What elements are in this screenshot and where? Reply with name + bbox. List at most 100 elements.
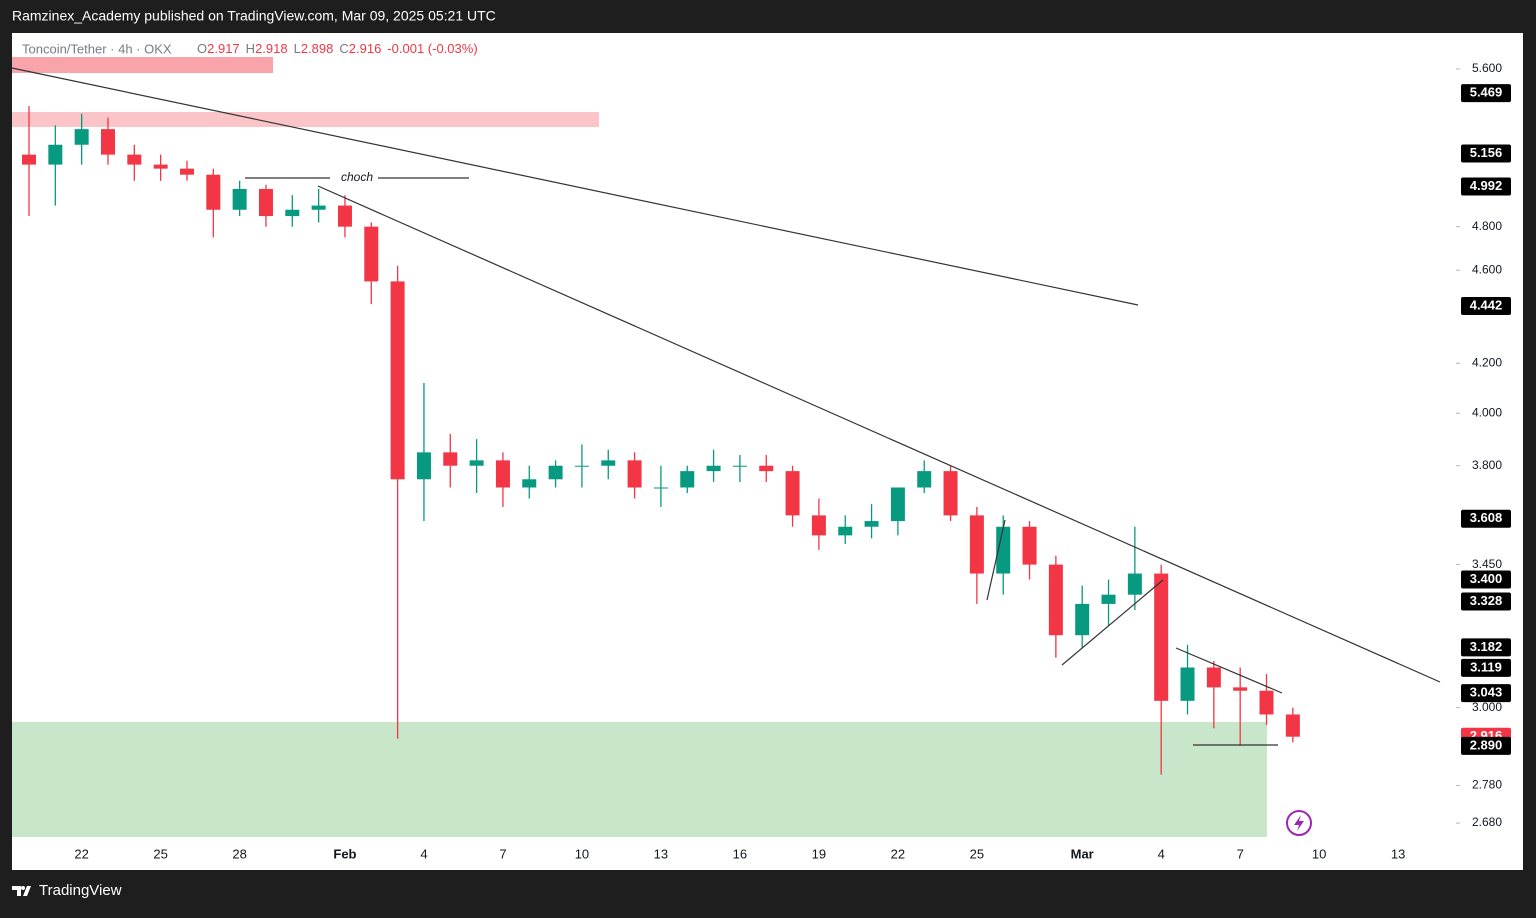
candle-body (74, 129, 89, 145)
trend-line (11, 67, 1139, 306)
x-tick-label: 4 (1158, 846, 1165, 861)
trend-line (986, 519, 1006, 601)
candle-body (153, 164, 168, 169)
y-tick-label: 5.600 (1472, 61, 1502, 75)
candle-body (969, 515, 984, 574)
trend-line (317, 185, 1441, 683)
legend-item: L (294, 41, 301, 56)
x-tick-label: Feb (333, 846, 356, 861)
candle-body (232, 188, 247, 210)
candle-body (943, 471, 958, 516)
candle-body (206, 174, 221, 210)
candle-body (653, 487, 668, 489)
candle-body (680, 471, 695, 488)
x-tick-label: 10 (1312, 846, 1326, 861)
candle-body (22, 154, 36, 165)
y-tick-label: 4.800 (1472, 219, 1502, 233)
candle-body (1048, 564, 1063, 636)
choch-label: choch (341, 170, 373, 184)
publish-header: Ramzinex_Academy published on TradingVie… (12, 8, 496, 24)
price-tag-label: 3.400 (1470, 571, 1503, 586)
candle-body (917, 471, 932, 488)
y-tick-label: 4.000 (1472, 405, 1502, 419)
price-tag-label: 5.469 (1470, 85, 1503, 100)
price-tag (1461, 736, 1511, 755)
x-tick-label: 10 (575, 846, 589, 861)
candle-body (390, 281, 405, 480)
candle-body (1154, 573, 1169, 701)
candle-body (601, 460, 616, 466)
legend-item: C (339, 41, 348, 56)
candle-body (811, 515, 826, 536)
y-tick-label: 2.680 (1472, 815, 1502, 829)
x-tick-label: 7 (499, 846, 506, 861)
y-tick-label: 3.800 (1472, 458, 1502, 472)
candle-body (1180, 667, 1195, 701)
x-tick-label: 22 (891, 846, 905, 861)
candle-body (548, 465, 563, 480)
candle-body (732, 465, 747, 467)
price-tag (1461, 658, 1511, 677)
candle-body (258, 188, 273, 217)
candle-body (443, 452, 458, 466)
price-tag-label: 3.328 (1470, 593, 1503, 608)
candle-body (864, 521, 879, 527)
ohlc-legend: O2.917 H2.918 L2.898 C2.916 -0.001 (-0.03%) (197, 41, 478, 56)
candle-body (1233, 687, 1248, 691)
price-tag (1461, 144, 1511, 163)
price-tag-label: 3.043 (1470, 685, 1503, 700)
candle-body (890, 487, 905, 522)
legend-item: O (197, 41, 207, 56)
candle-body (100, 129, 115, 155)
footer-brand: TradingView (39, 882, 122, 899)
candle-body (48, 144, 63, 165)
legend-item: H (246, 41, 255, 56)
candle-body (627, 460, 642, 488)
x-tick-label: 22 (74, 846, 88, 861)
candle-body (522, 479, 537, 488)
x-tick-label: 13 (654, 846, 668, 861)
candle-body (364, 226, 379, 282)
candle-body (1101, 594, 1116, 604)
candle-body (759, 465, 774, 472)
candle-body (996, 526, 1011, 574)
supply-zone (12, 57, 273, 73)
x-tick-label: 19 (812, 846, 826, 861)
candle-body (469, 460, 484, 466)
legend-item: 2.917 (207, 41, 240, 56)
price-tag-label: 3.608 (1470, 510, 1503, 525)
candle-body (179, 168, 194, 175)
y-tick-label: 4.600 (1472, 262, 1502, 276)
candle-body (285, 209, 300, 217)
legend-item: 2.918 (255, 41, 288, 56)
candle-body (416, 452, 431, 480)
x-tick-label: 16 (733, 846, 747, 861)
legend-item: 2.898 (301, 41, 334, 56)
x-tick-label: 7 (1237, 846, 1244, 861)
price-tag-label: 2.890 (1470, 737, 1503, 752)
candle-body (1285, 714, 1300, 737)
y-tick-label: 3.450 (1472, 557, 1502, 571)
candle-body (574, 465, 589, 467)
x-tick-label: 25 (970, 846, 984, 861)
candle-body (1259, 690, 1274, 715)
candle-body (1022, 526, 1037, 565)
y-tick-label: 2.780 (1472, 778, 1502, 792)
footer-logo (12, 886, 31, 896)
price-tag-label: 4.442 (1470, 297, 1503, 312)
y-tick-label: 4.200 (1472, 355, 1502, 369)
replay-icon[interactable] (1286, 810, 1312, 836)
price-tag (1461, 177, 1511, 196)
price-tag (1461, 570, 1511, 589)
legend-item: -0.001 (-0.03%) (387, 41, 477, 56)
price-tag-label: 3.119 (1470, 659, 1502, 674)
trend-line (1061, 579, 1164, 666)
price-tag-label: 4.992 (1470, 178, 1503, 193)
price-tag (1461, 638, 1511, 657)
drawings (11, 67, 1441, 746)
legend-item: 2.916 (349, 41, 382, 56)
candle-body (706, 465, 721, 472)
y-tick-label: 3.000 (1472, 700, 1502, 714)
